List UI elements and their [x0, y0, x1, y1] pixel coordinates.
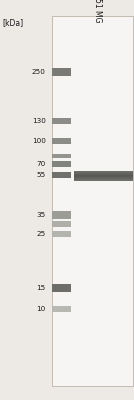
Text: 25: 25	[36, 231, 46, 237]
Bar	[52, 306, 71, 312]
Text: 70: 70	[36, 161, 46, 167]
Text: 100: 100	[32, 138, 46, 144]
Bar	[52, 211, 71, 219]
Bar	[52, 284, 71, 292]
Bar	[52, 231, 71, 237]
Text: 55: 55	[36, 172, 46, 178]
Bar	[52, 161, 71, 167]
Text: 10: 10	[36, 306, 46, 312]
Text: U-251 MG: U-251 MG	[93, 0, 102, 23]
Text: 130: 130	[32, 118, 46, 124]
Text: [kDa]: [kDa]	[3, 18, 24, 27]
Text: 35: 35	[36, 212, 46, 218]
Bar	[52, 118, 71, 124]
Bar	[52, 16, 133, 386]
Text: 250: 250	[32, 69, 46, 75]
Bar	[52, 172, 71, 178]
Bar	[52, 221, 71, 227]
Text: 15: 15	[36, 285, 46, 291]
Bar	[52, 138, 71, 144]
Bar	[52, 154, 71, 158]
Bar	[52, 68, 71, 76]
